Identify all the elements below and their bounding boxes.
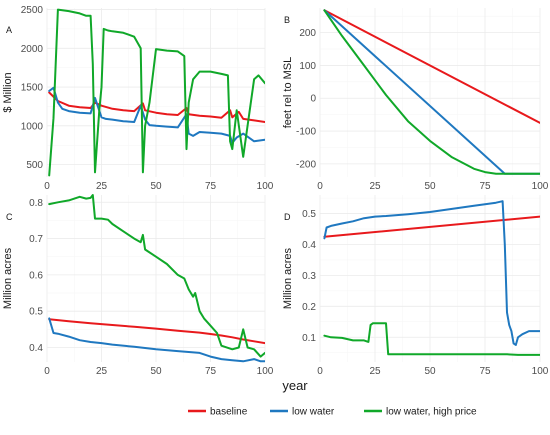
y-tick-label: -200 bbox=[296, 159, 316, 170]
series-line-low-water-high-price bbox=[48, 8, 265, 177]
y-tick-label: 0.2 bbox=[302, 302, 316, 313]
x-tick-label: 100 bbox=[532, 181, 549, 192]
series-line-low-water bbox=[48, 317, 265, 363]
panel-tag: B bbox=[284, 15, 290, 25]
legend-item: low water, high price bbox=[364, 407, 477, 418]
x-tick-label: 100 bbox=[257, 366, 274, 377]
major-gridlines bbox=[319, 195, 541, 362]
x-axis-title: year bbox=[282, 378, 308, 393]
panel-tag: A bbox=[6, 25, 12, 35]
y-tick-label: 0.1 bbox=[302, 333, 316, 344]
series-line-low-water bbox=[323, 200, 540, 346]
legend-label: baseline bbox=[210, 407, 248, 418]
legend-item: low water bbox=[270, 407, 335, 418]
y-tick-label: 0.5 bbox=[29, 307, 43, 318]
x-tick-label: 0 bbox=[44, 181, 50, 192]
panel-c: 0 25 50 75 100 0.4 0.5 0.6 0.7 0.8 C Million acres bbox=[2, 194, 274, 377]
x-tick-label: 50 bbox=[150, 366, 162, 377]
y-tick-label: 500 bbox=[26, 160, 43, 171]
legend: baseline low water low water, high price bbox=[188, 407, 477, 418]
y-tick-label: 2000 bbox=[21, 44, 44, 55]
major-gridlines bbox=[46, 195, 266, 362]
y-tick-label: 2500 bbox=[21, 5, 44, 16]
y-tick-label: 0.4 bbox=[302, 240, 316, 251]
y-tick-label: 0.7 bbox=[29, 234, 43, 245]
x-tick-label: 0 bbox=[317, 366, 323, 377]
y-tick-label: 0.5 bbox=[302, 209, 316, 220]
x-tick-label: 75 bbox=[479, 366, 491, 377]
x-tick-label: 25 bbox=[369, 181, 381, 192]
y-tick-label: 0.8 bbox=[29, 198, 43, 209]
x-tick-label: 25 bbox=[96, 366, 108, 377]
x-tick-label: 75 bbox=[205, 181, 217, 192]
y-tick-label: 0.3 bbox=[302, 271, 316, 282]
y-axis-title: Million acres bbox=[282, 247, 294, 309]
series-line-baseline bbox=[323, 9, 540, 124]
series-line-baseline bbox=[48, 91, 265, 123]
series-group bbox=[323, 200, 540, 356]
series-group bbox=[48, 8, 265, 177]
x-tick-label: 25 bbox=[369, 366, 381, 377]
x-tick-label: 100 bbox=[257, 181, 274, 192]
panel-tag: D bbox=[284, 212, 291, 222]
x-tick-label: 100 bbox=[532, 366, 549, 377]
panel-a: 0 25 50 75 100 500 1000 1500 2000 2500 A $ Million bbox=[2, 5, 274, 192]
y-tick-label: 1500 bbox=[21, 83, 44, 94]
legend-item: baseline bbox=[188, 407, 248, 418]
series-line-low-water-high-price bbox=[323, 9, 540, 175]
y-tick-label: 100 bbox=[299, 61, 316, 72]
series-line-low-water-high-price bbox=[48, 194, 265, 358]
x-tick-label: 50 bbox=[424, 181, 436, 192]
x-tick-label: 0 bbox=[44, 366, 50, 377]
x-tick-label: 50 bbox=[424, 366, 436, 377]
x-tick-label: 50 bbox=[150, 181, 162, 192]
legend-label: low water bbox=[292, 407, 335, 418]
series-line-low-water-high-price bbox=[323, 322, 540, 356]
y-tick-label: 0 bbox=[310, 94, 316, 105]
y-axis-title: Million acres bbox=[2, 247, 14, 309]
y-tick-label: -100 bbox=[296, 127, 316, 138]
y-axis-title: feet rel to MSL bbox=[282, 57, 294, 129]
x-tick-label: 0 bbox=[317, 181, 323, 192]
x-tick-label: 25 bbox=[96, 181, 108, 192]
panel-d: 0 25 50 75 100 0.1 0.2 0.3 0.4 0.5 D Million acres bbox=[282, 195, 549, 377]
y-tick-label: 200 bbox=[299, 28, 316, 39]
series-group bbox=[48, 194, 265, 363]
y-tick-label: 1000 bbox=[21, 121, 44, 132]
panel-tag: C bbox=[6, 212, 13, 222]
series-group bbox=[323, 9, 540, 175]
y-axis-title: $ Million bbox=[2, 72, 14, 112]
x-tick-label: 75 bbox=[479, 181, 491, 192]
legend-label: low water, high price bbox=[386, 407, 477, 418]
y-tick-label: 0.4 bbox=[29, 343, 43, 354]
y-tick-label: 0.6 bbox=[29, 270, 43, 281]
x-tick-label: 75 bbox=[205, 366, 217, 377]
